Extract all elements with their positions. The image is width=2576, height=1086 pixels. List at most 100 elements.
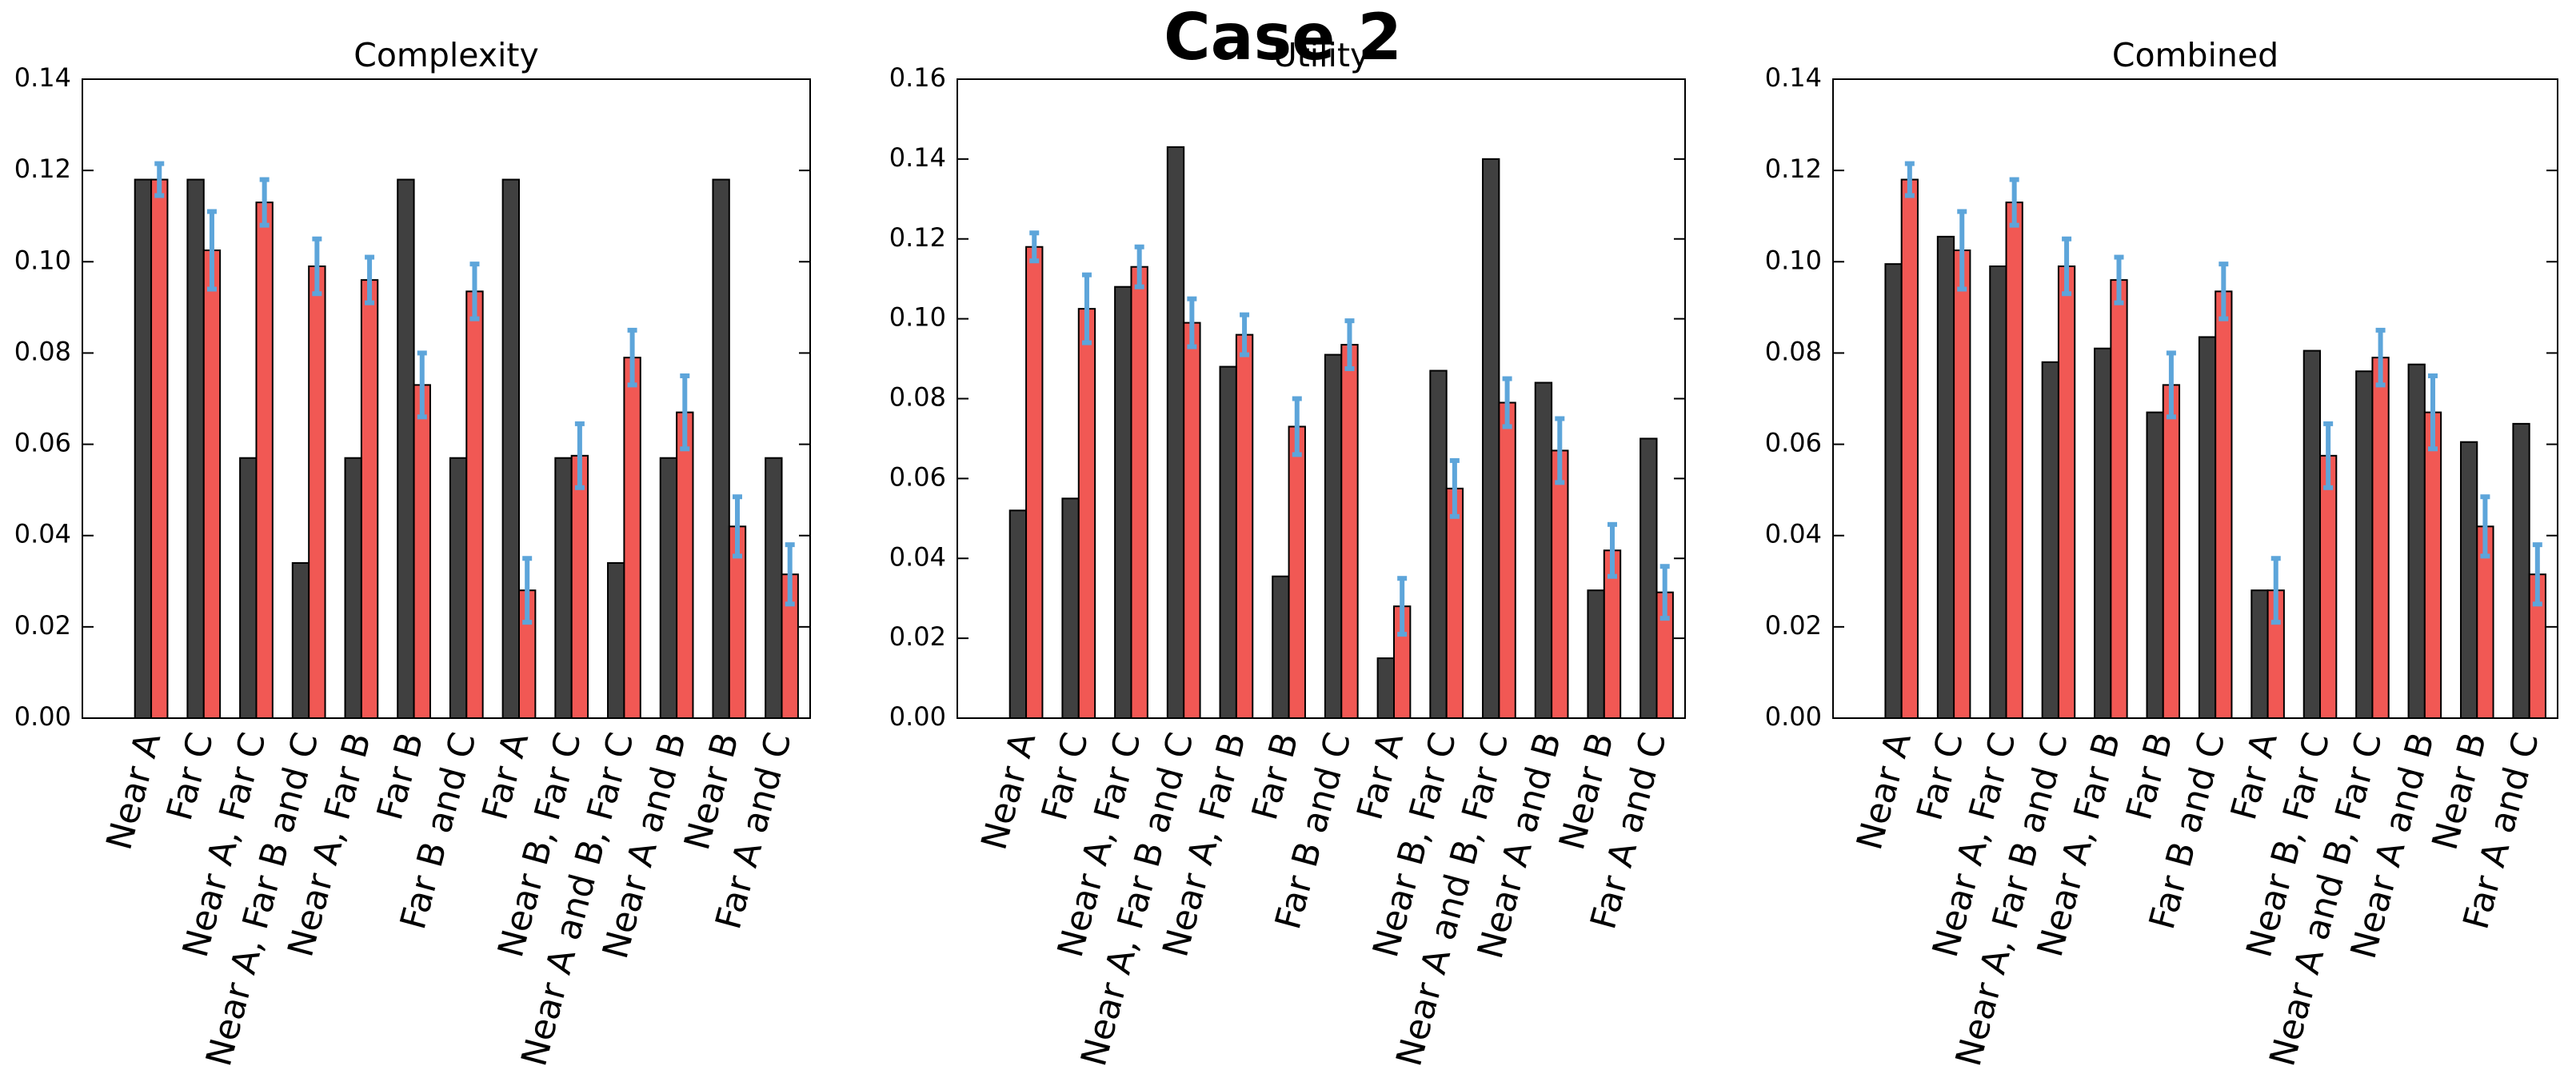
error-bar xyxy=(259,177,270,228)
y-tick-label: 0.02 xyxy=(1765,610,1822,641)
bar xyxy=(2355,370,2374,719)
error-bar xyxy=(417,350,427,420)
bar xyxy=(623,357,641,719)
y-tick-label: 0.10 xyxy=(14,245,71,275)
error-bar xyxy=(1904,161,1915,198)
y-tick-label: 0.02 xyxy=(14,610,71,641)
y-tick-label: 0.14 xyxy=(889,142,946,173)
bar xyxy=(501,178,521,720)
bar xyxy=(134,178,153,720)
bar xyxy=(1884,263,1903,719)
error-bar xyxy=(2375,327,2386,388)
bar xyxy=(1936,235,1955,719)
error-bar xyxy=(2270,556,2281,625)
y-tick-label: 0.14 xyxy=(14,62,71,93)
bar xyxy=(1376,657,1395,719)
bar xyxy=(2094,347,2112,719)
bar xyxy=(1340,344,1359,719)
bar xyxy=(1008,509,1028,719)
bar xyxy=(2162,384,2181,719)
bar xyxy=(2423,411,2442,719)
y-tick-label: 0.12 xyxy=(889,222,946,253)
bar xyxy=(186,178,205,720)
error-bar xyxy=(365,254,375,305)
y-tick-label: 0.02 xyxy=(889,621,946,652)
bar xyxy=(1639,437,1658,719)
y-tick-label: 0.14 xyxy=(1765,62,1822,93)
bar xyxy=(712,178,730,720)
bar xyxy=(1482,158,1500,719)
y-tick-label: 0.00 xyxy=(1765,701,1822,732)
y-tick-label: 0.08 xyxy=(14,336,71,366)
error-bar xyxy=(1608,521,1617,579)
error-bar xyxy=(574,421,585,490)
bar xyxy=(2459,441,2478,719)
chart-title: Combined xyxy=(2112,36,2278,74)
y-tick-label: 0.12 xyxy=(1765,154,1822,184)
bar xyxy=(1077,308,1096,719)
bar xyxy=(150,178,169,720)
y-tick-label: 0.04 xyxy=(14,519,71,549)
error-bar xyxy=(627,327,637,388)
error-bar xyxy=(1555,416,1565,485)
bar xyxy=(360,279,379,720)
bar xyxy=(449,457,468,719)
bar xyxy=(1445,487,1464,719)
bar xyxy=(397,178,415,720)
bar xyxy=(1324,353,1343,719)
error-bar xyxy=(154,161,165,198)
axes-frame xyxy=(82,78,811,719)
y-tick-label: 0.00 xyxy=(14,701,71,732)
error-bar xyxy=(2062,236,2072,297)
bar xyxy=(2319,454,2338,719)
bar xyxy=(1551,449,1569,719)
y-tick-label: 0.06 xyxy=(14,428,71,458)
figure-title: Case 2 xyxy=(1164,0,1402,74)
bar xyxy=(659,457,678,719)
error-bar xyxy=(1187,296,1197,349)
error-bar xyxy=(469,262,480,321)
bar xyxy=(1288,425,1306,719)
bar xyxy=(1130,266,1148,719)
bar xyxy=(2198,336,2217,719)
bar xyxy=(255,202,274,720)
y-tick-label: 0.10 xyxy=(889,302,946,333)
error-bar xyxy=(2114,254,2124,305)
error-bar xyxy=(206,209,217,292)
bar xyxy=(308,265,326,719)
chart-title: Complexity xyxy=(353,36,539,74)
error-bar xyxy=(733,494,742,559)
error-bar xyxy=(680,373,690,452)
bar xyxy=(765,457,783,719)
error-bar xyxy=(522,556,533,625)
bar xyxy=(2371,357,2390,719)
bar xyxy=(2005,202,2023,720)
bar xyxy=(554,457,573,719)
bar xyxy=(291,561,310,720)
error-bar xyxy=(1134,244,1144,289)
bar xyxy=(607,561,625,720)
error-bar xyxy=(2219,262,2229,321)
y-tick-label: 0.12 xyxy=(14,154,71,184)
bar xyxy=(2512,422,2530,719)
error-bar xyxy=(1029,230,1040,264)
error-bar xyxy=(1957,209,1967,292)
y-tick-label: 0.06 xyxy=(1765,428,1822,458)
bar xyxy=(1900,178,1919,720)
bar xyxy=(1953,250,1971,719)
bar xyxy=(2407,363,2426,719)
error-bar xyxy=(2166,350,2176,420)
bar xyxy=(465,290,484,719)
bar xyxy=(1429,369,1448,719)
bar xyxy=(2041,361,2059,719)
bar xyxy=(1166,146,1185,720)
bar xyxy=(1114,285,1132,719)
y-tick-label: 0.16 xyxy=(889,62,946,93)
error-bar xyxy=(2532,542,2542,607)
bar xyxy=(239,457,258,719)
bar xyxy=(1219,365,1237,719)
bar xyxy=(1025,246,1044,719)
error-bar xyxy=(1659,564,1670,621)
bar xyxy=(413,384,431,719)
